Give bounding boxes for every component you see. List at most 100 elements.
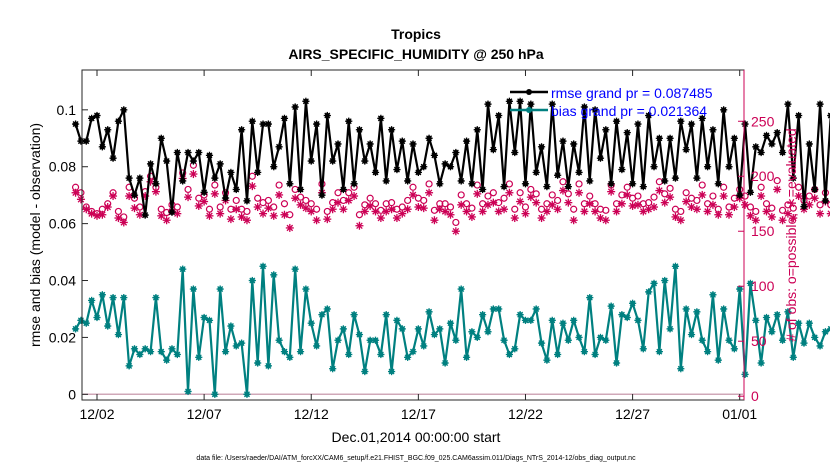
obs-possible-point: [473, 181, 481, 189]
bias-series-group: [71, 262, 830, 398]
obs-possible-point: [778, 206, 787, 214]
y-axis-right-label: # of obs: o=possible; ∗=evaluated: [783, 128, 799, 341]
rmse-point-star: [575, 168, 583, 177]
bias-point-star: [323, 305, 331, 313]
obs-possible-point: [243, 207, 251, 216]
bias-point-star: [816, 342, 824, 350]
x-tick-label: 12/02: [79, 406, 114, 422]
bias-point-star: [259, 262, 267, 270]
obs-possible-point: [404, 196, 412, 205]
bias-point-star: [232, 342, 240, 350]
rmse-point-star: [612, 117, 621, 125]
rmse-point-star: [125, 174, 133, 182]
bias-point-star: [778, 336, 787, 344]
bias-point-star: [768, 328, 776, 336]
bias-point-star: [88, 296, 96, 305]
obs-evaluated-point: [467, 212, 476, 221]
rmse-point-star: [264, 120, 272, 128]
obs-evaluated-point: [392, 214, 401, 223]
rmse-point-star: [720, 106, 728, 114]
rmse-point-star: [141, 211, 149, 219]
rmse-point-star: [639, 183, 647, 191]
bias-point-star: [677, 365, 685, 373]
bias-point-star: [264, 362, 272, 370]
bias-point-star: [404, 353, 412, 361]
obs-evaluated-point: [462, 207, 471, 216]
bias-point-star: [570, 316, 578, 324]
obs-evaluated-point: [285, 223, 294, 232]
obs-evaluated-point: [71, 188, 80, 197]
bias-point-star: [387, 367, 396, 376]
obs-evaluated-point: [92, 211, 101, 220]
bias-point-star: [650, 279, 658, 287]
obs-possible-point: [264, 196, 272, 205]
rmse-point-star: [350, 180, 358, 188]
obs-possible-point: [479, 200, 487, 208]
bias-point-star: [757, 359, 765, 367]
obs-evaluated-point: [682, 197, 691, 206]
obs-evaluated-point: [248, 182, 257, 191]
obs-possible-point: [254, 194, 262, 202]
rmse-point-star: [500, 183, 508, 191]
bias-point-star: [345, 350, 353, 359]
rmse-point-star: [811, 185, 819, 194]
bias-point-star: [671, 262, 680, 270]
rmse-point-star: [511, 148, 519, 157]
bias-point-star: [382, 311, 390, 319]
obs-possible-point: [586, 192, 594, 200]
bias-point-star: [623, 313, 631, 322]
obs-evaluated-point: [650, 203, 659, 212]
bias-point-star: [559, 319, 567, 327]
obs-possible-point: [136, 203, 144, 211]
bias-point-star: [334, 336, 342, 344]
obs-evaluated-point: [778, 216, 787, 225]
bias-point-star: [339, 325, 347, 333]
bias-point-star: [93, 313, 101, 322]
obs-evaluated-point: [655, 186, 664, 195]
obs-evaluated-point: [237, 212, 246, 221]
rmse-point-star: [725, 163, 733, 171]
rmse-point-star: [462, 137, 471, 145]
bias-point-star: [270, 271, 278, 279]
obs-possible-point: [334, 189, 342, 197]
bias-point-star: [495, 305, 503, 313]
obs-evaluated-point: [275, 190, 284, 199]
obs-possible-point: [757, 183, 765, 191]
bias-point-star: [821, 328, 830, 336]
obs-possible-point: [650, 193, 658, 201]
obs-evaluated-point: [151, 187, 160, 196]
obs-evaluated-point: [473, 189, 482, 198]
obs-possible-point: [232, 196, 240, 205]
obs-evaluated-point: [537, 214, 546, 223]
obs-evaluated-point: [489, 198, 498, 207]
bias-point-star: [179, 265, 187, 273]
obs-evaluated-point: [264, 204, 273, 213]
obs-evaluated-point: [376, 214, 385, 223]
bias-point-star: [189, 285, 198, 293]
bias-point-star: [511, 345, 519, 353]
bias-point-star: [125, 362, 133, 370]
rmse-point-star: [114, 117, 123, 125]
obs-evaluated-point: [398, 209, 407, 218]
rmse-point-star: [645, 111, 653, 120]
bias-point-star: [238, 339, 246, 347]
obs-evaluated-point: [162, 216, 171, 225]
obs-possible-point: [752, 207, 760, 216]
obs-possible-point: [564, 190, 572, 198]
bias-point-star: [612, 359, 621, 367]
bias-point-star: [827, 325, 830, 332]
x-tick-label: 12/07: [187, 406, 222, 422]
rmse-point-star: [687, 120, 696, 128]
obs-possible-point: [296, 193, 305, 201]
rmse-point-star: [768, 140, 776, 148]
rmse-point-star: [505, 97, 514, 105]
rmse-point-star: [243, 197, 251, 205]
obs-possible-point: [682, 189, 690, 197]
obs-possible-point: [366, 194, 374, 202]
bias-point-star: [655, 348, 663, 356]
obs-evaluated-point: [623, 190, 632, 199]
bias-point-star: [211, 390, 219, 398]
rmse-point-star: [216, 160, 224, 168]
rmse-point-star: [452, 148, 460, 157]
obs-evaluated-point: [826, 210, 830, 217]
